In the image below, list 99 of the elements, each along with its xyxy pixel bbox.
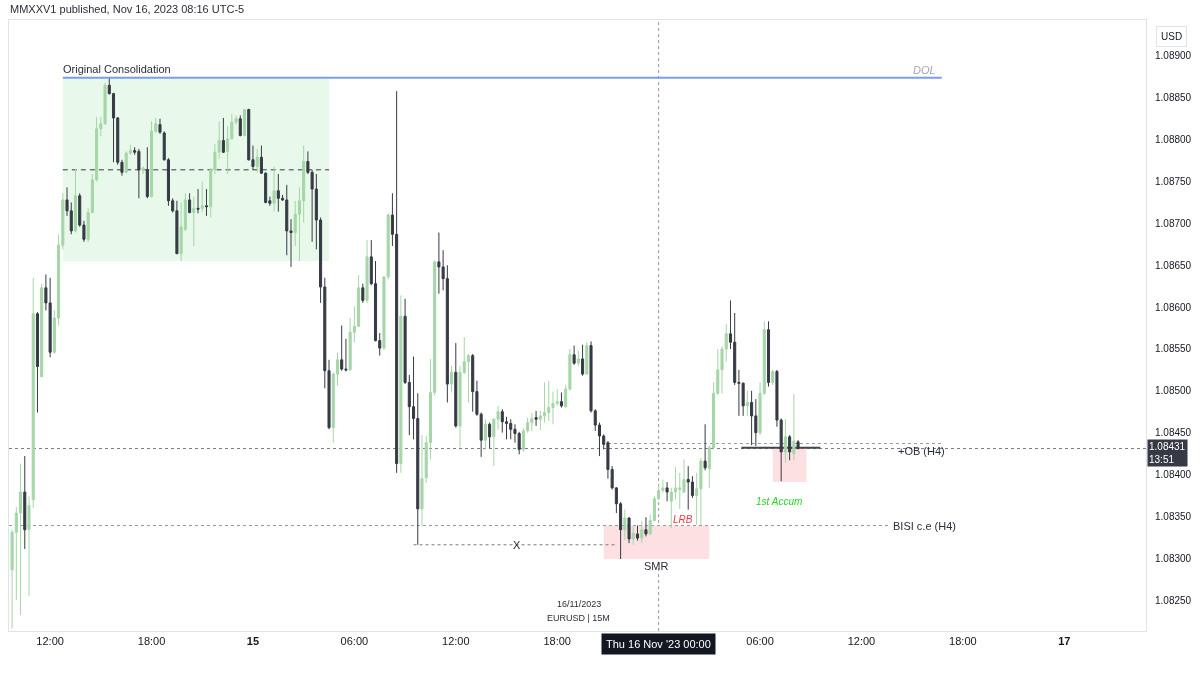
x-tick-label: 12:00 — [442, 635, 470, 648]
x-tick-label: 18:00 — [949, 635, 977, 648]
candlestick — [242, 108, 247, 137]
y-tick-label: 1.08700 — [1155, 217, 1192, 229]
annotation: SMR — [644, 560, 669, 572]
candlestick — [437, 232, 441, 295]
candlestick — [559, 391, 563, 409]
x-tick-label: 06:00 — [746, 635, 774, 648]
candlestick — [788, 434, 792, 461]
candlestick — [488, 422, 492, 450]
candlestick — [450, 365, 454, 393]
candlestick — [175, 200, 179, 255]
candlestick — [509, 418, 513, 440]
candlestick — [454, 342, 458, 429]
candlestick — [73, 168, 78, 234]
x-tick-label: 18:00 — [137, 635, 166, 648]
ref-line-label: 1.08431 13:51 — [1149, 441, 1186, 465]
candlestick — [644, 516, 648, 537]
y-tick-label: 1.08650 — [1155, 259, 1192, 271]
candlestick — [272, 165, 276, 213]
ref-line-label: Thu 16 Nov '23 00:00 — [606, 638, 711, 650]
y-tick-label: 1.08800 — [1155, 134, 1192, 146]
candlestick — [340, 325, 344, 372]
candlestick — [783, 418, 787, 464]
y-tick-label: 1.08250 — [1155, 594, 1192, 606]
candlestick — [766, 320, 771, 388]
candlestick — [745, 390, 749, 417]
candlestick — [276, 173, 280, 213]
candlestick — [27, 495, 31, 597]
candlestick — [703, 423, 707, 471]
annotation: 1st Accum — [756, 496, 803, 507]
y-tick-label: 1.08600 — [1155, 301, 1192, 313]
x-tick-label: 12:00 — [847, 635, 876, 648]
candlestick — [188, 192, 192, 214]
x-tick-label: 18:00 — [543, 635, 571, 648]
candlestick — [420, 434, 424, 527]
candlestick — [699, 457, 703, 526]
annotation: Original Consolidation — [63, 63, 171, 75]
x-tick-label: 12:00 — [36, 635, 64, 648]
candlestick — [255, 148, 259, 173]
candlestick — [547, 380, 551, 422]
chart-title: MMXXV1 published, Nov 16, 2023 08:16 UTC-5 — [10, 2, 245, 15]
candlestick — [204, 188, 209, 217]
candlestick — [192, 196, 196, 247]
candlestick — [471, 353, 475, 413]
candlestick — [221, 117, 225, 154]
x-tick-label: 06:00 — [340, 635, 369, 648]
candlestick — [361, 283, 365, 304]
candlestick — [31, 277, 35, 509]
candlestick — [627, 516, 631, 544]
annotation: LRB — [673, 514, 693, 525]
candlestick — [635, 525, 640, 542]
annotation: EURUSD | 15M — [547, 613, 610, 623]
annotation: DOL — [913, 64, 936, 76]
candlestick — [631, 525, 635, 546]
candlestick — [141, 165, 145, 175]
candlestick — [576, 350, 580, 368]
y-tick-label: 1.08900 — [1155, 50, 1192, 62]
y-axis-title: USD — [1161, 31, 1183, 42]
candlestick — [196, 188, 200, 214]
candlestick — [792, 393, 796, 461]
candlestick — [48, 277, 52, 358]
candlestick — [530, 412, 534, 432]
candlestick — [150, 120, 154, 198]
candlestick — [23, 455, 27, 550]
candlestick — [771, 369, 775, 386]
x-tick-label: 15 — [246, 635, 260, 648]
candlestick — [395, 90, 399, 474]
candlestick — [585, 341, 589, 376]
annotation: BISI c.e (H4) — [893, 520, 956, 532]
y-tick-label: 1.08350 — [1155, 510, 1192, 522]
candlestick — [35, 311, 39, 414]
annotation: 16/11/2023 — [557, 599, 602, 609]
y-tick-label: 1.08300 — [1155, 552, 1192, 564]
candlestick — [686, 465, 690, 511]
candlestick — [483, 418, 487, 450]
candlestick — [572, 345, 576, 366]
y-tick-label: 1.08550 — [1155, 343, 1192, 355]
candlestick — [581, 344, 585, 377]
annotation: +OB (H4) — [898, 445, 945, 457]
candlestick — [19, 463, 23, 616]
candlestick — [750, 390, 754, 446]
candlestick — [200, 181, 204, 213]
candlestick — [623, 509, 627, 541]
candlestick — [665, 481, 669, 502]
candlestick — [40, 283, 44, 378]
y-tick-label: 1.08400 — [1155, 468, 1192, 480]
candlestick — [796, 439, 800, 450]
candlestick — [365, 239, 369, 304]
candlestick — [399, 294, 403, 474]
candlestick — [238, 114, 242, 137]
y-tick-label: 1.08500 — [1155, 385, 1192, 397]
x-tick-label: 17 — [1058, 635, 1071, 648]
y-tick-label: 1.08450 — [1155, 427, 1192, 439]
annotation: X — [513, 539, 521, 551]
y-tick-label: 1.08850 — [1155, 92, 1192, 104]
candlestick — [534, 410, 538, 427]
candlestick — [640, 520, 644, 544]
y-tick-label: 1.08750 — [1155, 176, 1192, 188]
